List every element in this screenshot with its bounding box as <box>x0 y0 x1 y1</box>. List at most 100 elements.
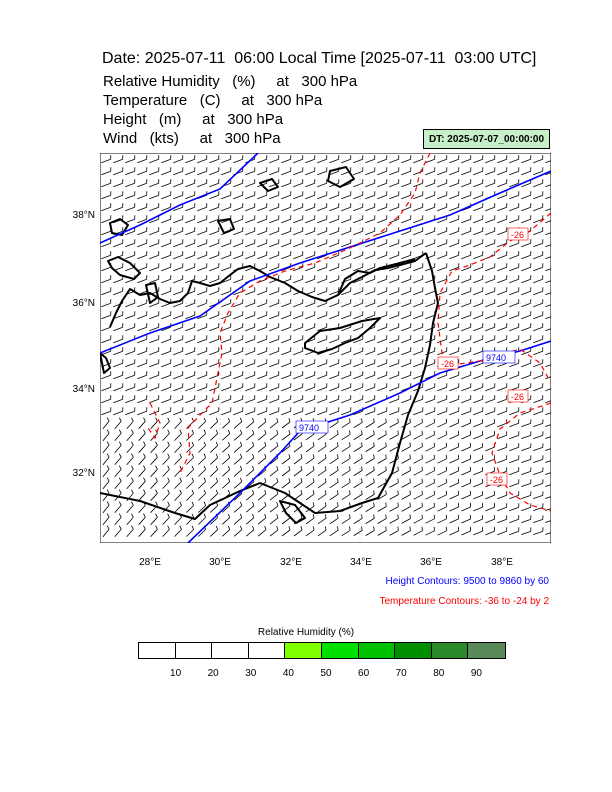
wind-barb <box>101 191 112 200</box>
wind-barb <box>257 395 268 404</box>
wind-barb <box>473 335 484 344</box>
wind-barb <box>209 167 220 176</box>
wind-barb <box>149 191 160 200</box>
wind-barb <box>114 429 122 442</box>
wind-barb <box>533 467 544 475</box>
wind-barb <box>233 371 244 380</box>
wind-barb <box>365 442 375 452</box>
wind-barb <box>497 515 508 524</box>
wind-barb <box>198 453 206 465</box>
wind-barb <box>209 383 220 392</box>
wind-barb <box>174 525 182 537</box>
wind-barb <box>437 442 447 452</box>
wind-barb <box>521 515 532 523</box>
colorbar-label: 20 <box>207 668 219 679</box>
wind-barb <box>161 251 172 260</box>
wind-barb <box>521 371 532 380</box>
wind-barb <box>305 490 315 501</box>
wind-barb <box>485 491 495 500</box>
wind-barb <box>293 323 304 332</box>
wind-barb <box>425 466 435 476</box>
wind-barb <box>497 311 508 320</box>
wind-barb <box>497 191 508 200</box>
wind-barb <box>186 429 194 441</box>
wind-barb <box>521 167 532 176</box>
wind-barb <box>425 263 436 272</box>
lon-label-32e: 32°E <box>280 557 302 568</box>
wind-barb <box>114 453 122 466</box>
wind-barb <box>173 275 184 284</box>
wind-barb <box>221 275 232 284</box>
wind-barb <box>257 477 267 489</box>
wind-barb <box>185 263 196 272</box>
wind-barb <box>245 395 256 404</box>
wind-barb <box>150 453 158 465</box>
lon-label-30e: 30°E <box>209 557 231 568</box>
wind-barb <box>281 251 292 260</box>
wind-barb <box>209 263 220 272</box>
wind-barb <box>485 263 496 272</box>
wind-barb <box>317 335 328 344</box>
wind-barb <box>317 454 327 465</box>
wind-barb <box>281 526 291 537</box>
wind-barb <box>281 418 291 429</box>
wind-barb <box>533 419 544 427</box>
wind-barb <box>461 215 472 224</box>
wind-barb <box>353 251 364 260</box>
wind-barb <box>317 311 328 320</box>
wind-barb <box>521 335 532 344</box>
wind-barb <box>245 287 256 296</box>
wind-barb <box>401 155 412 164</box>
wind-barb <box>485 311 496 320</box>
wind-barb <box>521 191 532 200</box>
wind-barb <box>269 191 280 200</box>
wind-barb <box>245 371 256 380</box>
temperature-label: -26 <box>511 230 524 240</box>
wind-barb <box>509 311 520 320</box>
wind-barb <box>197 239 208 248</box>
wind-barb <box>365 526 375 536</box>
wind-barb <box>533 395 544 404</box>
wind-barb <box>293 311 304 320</box>
wind-barb <box>149 179 160 188</box>
wind-barb <box>197 299 208 308</box>
wind-barb <box>161 191 172 200</box>
wind-barb <box>305 263 316 272</box>
wind-barb <box>101 239 112 248</box>
wind-barb <box>401 442 411 452</box>
wind-barb <box>497 263 508 272</box>
wind-barb <box>377 442 387 452</box>
wind-barb <box>377 239 388 248</box>
wind-barb <box>198 477 206 489</box>
wind-barb <box>233 525 243 537</box>
wind-barb <box>461 371 472 380</box>
wind-barb <box>174 417 182 429</box>
wind-barb <box>162 525 170 537</box>
wind-barb <box>461 167 472 176</box>
wind-barb <box>173 155 184 164</box>
wind-barb <box>317 502 327 513</box>
wind-barb <box>449 371 460 380</box>
wind-barb <box>437 418 447 428</box>
wind-barb <box>449 251 460 260</box>
wind-barb <box>365 478 375 488</box>
wind-barb <box>317 490 327 501</box>
wind-barb <box>185 239 196 248</box>
wind-barb <box>329 311 340 320</box>
wind-barb <box>269 407 280 416</box>
wind-barb <box>449 395 460 404</box>
wind-barb <box>113 203 124 212</box>
wind-barb <box>401 215 412 224</box>
wind-barb <box>341 395 352 404</box>
wind-barb <box>209 215 220 224</box>
wind-barb <box>269 179 280 188</box>
wind-barb <box>138 525 146 537</box>
wind-barb <box>137 299 148 308</box>
wind-barb <box>437 167 448 176</box>
wind-barb <box>305 179 316 188</box>
wind-barb <box>113 359 124 368</box>
wind-barb <box>365 454 375 464</box>
wind-barb <box>209 395 220 404</box>
wind-barb <box>209 203 220 212</box>
wind-barb <box>509 287 520 296</box>
